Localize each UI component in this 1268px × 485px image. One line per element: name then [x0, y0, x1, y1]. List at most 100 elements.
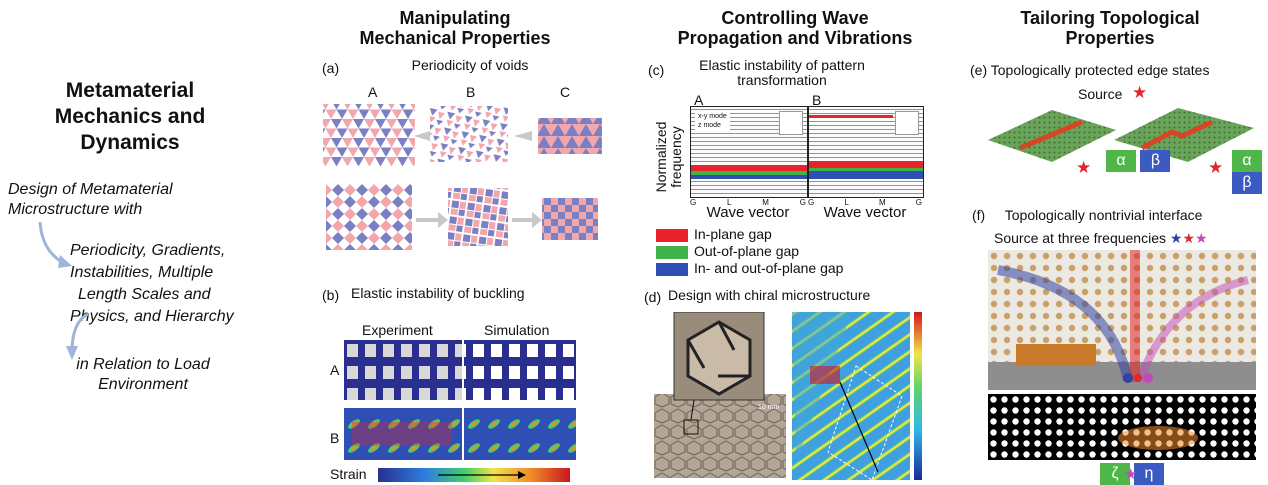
interface-simulation	[988, 394, 1256, 460]
interface-photo	[988, 250, 1256, 390]
star-blue: ★	[1169, 230, 1183, 246]
panel-e-title-row: (e) Topologically protected edge states	[970, 62, 1209, 78]
simulation-A	[464, 340, 576, 400]
col1-header-line1: Manipulating	[399, 8, 511, 28]
simulation-label: Simulation	[484, 322, 550, 338]
features-line3: Length Scales and	[78, 286, 211, 303]
arrow-ab-bottom-shaft	[416, 218, 438, 222]
tick-A-1: L	[727, 198, 732, 207]
tick-A-0: G	[690, 198, 697, 207]
panel-c-title: Elastic instability of pattern transform…	[672, 58, 892, 88]
panel-f-label: (f)	[972, 207, 986, 223]
plot-B-red-band	[809, 161, 923, 168]
curved-arrow-1	[38, 221, 63, 264]
main-title: Metamaterial Mechanics and Dynamics	[10, 78, 250, 156]
red-beam	[1130, 250, 1140, 382]
simulation-B	[464, 408, 576, 460]
legend-both-text: In- and out-of-plane gap	[694, 260, 844, 276]
tick-B-1: L	[844, 198, 849, 207]
arrow-bc-top	[514, 131, 532, 141]
source-three-label: Source at three frequencies	[994, 230, 1166, 246]
ylabel-line1: Normalized	[653, 121, 669, 193]
col2-header-line2: Propagation and Vibrations	[677, 28, 913, 48]
dispersion-plot-A: x-y mode z mode	[690, 106, 808, 198]
tick-A-3: G	[799, 198, 806, 207]
source-star-top: ★	[1132, 83, 1148, 102]
dot-red	[1134, 374, 1142, 382]
arrow-bc-bottom-head	[532, 212, 542, 228]
col2-header: Controlling Wave Propagation and Vibrati…	[640, 8, 950, 48]
experiment-A	[344, 340, 462, 400]
plot-B-blue-band	[809, 171, 923, 179]
panel-f-title-row: (f) Topologically nontrivial interface	[972, 207, 1202, 223]
features-line2: Instabilities, Multiple	[70, 264, 214, 281]
panel-a-label: (a)	[322, 60, 340, 76]
dot-blue	[1123, 373, 1133, 383]
panel-d-label: (d)	[644, 289, 662, 305]
main-title-line1: Metamaterial	[65, 79, 195, 102]
panel-c-label: (c)	[648, 62, 665, 78]
plot-A-label: A	[694, 92, 704, 108]
plot-B-label: B	[812, 92, 822, 108]
row-B-label: B	[330, 430, 340, 446]
chiral-zoom-line	[690, 399, 695, 421]
pattern-c-squares	[542, 198, 598, 240]
design-text: Design of Metamaterial Microstructure wi…	[8, 180, 258, 220]
legend-row-outplane: Out-of-plane gap	[656, 243, 843, 260]
tick-B-0: G	[808, 198, 815, 207]
alpha-beta-right: ★ α β	[1208, 150, 1268, 194]
dot-magenta	[1143, 373, 1153, 383]
col1-header-line2: Mechanical Properties	[359, 28, 551, 48]
design-line1: Design of Metamaterial	[8, 181, 173, 198]
beta-box-right: β	[1232, 172, 1262, 194]
ylabel: Normalized frequency	[652, 112, 684, 202]
panel-a-col-C: C	[560, 84, 571, 100]
experiment-label: Experiment	[362, 322, 433, 338]
main-title-line3: Dynamics	[80, 131, 180, 154]
legend-swatch-red	[656, 228, 688, 242]
panel-a-col-B: B	[466, 84, 476, 100]
source-three-row: Source at three frequencies ★★★	[994, 230, 1208, 247]
ticks-B: G L M G	[808, 198, 922, 207]
col1-header: Manipulating Mechanical Properties	[330, 8, 580, 48]
strain-colorbar	[378, 468, 570, 482]
legend-row-both: In- and out-of-plane gap	[656, 260, 843, 277]
tick-B-2: M	[878, 198, 886, 207]
source-label: Source	[1078, 86, 1123, 102]
copper-strip	[1016, 344, 1096, 366]
pattern-a-kagome	[323, 104, 415, 166]
legend-z: z mode	[698, 122, 721, 129]
gap-legend: In-plane gap Out-of-plane gap In- and ou…	[656, 226, 843, 277]
plot-B-inset	[895, 111, 919, 135]
arrow-bc-bottom-shaft	[512, 218, 532, 222]
simulation-lattice	[988, 394, 1256, 460]
star-left: ★	[1076, 158, 1092, 177]
sim-colorbar	[914, 312, 922, 480]
sim-hotspot	[1118, 426, 1198, 450]
col3-header-line1: Tailoring Topological	[1020, 8, 1200, 28]
relation-line1: in Relation to Load	[76, 356, 210, 373]
alpha-beta-left: ★ α β	[1076, 150, 1171, 177]
zeta-box: ζ	[1100, 463, 1130, 485]
magenta-beam	[1136, 276, 1249, 382]
star-right: ★	[1208, 158, 1224, 177]
experiment-B	[344, 408, 462, 460]
plate-right-edge-wave	[1140, 119, 1214, 151]
chiral-simulation	[792, 312, 922, 480]
legend-xy: x-y mode	[698, 113, 727, 120]
plate-left-edge-wave	[1019, 119, 1083, 151]
arrow-ab-top	[414, 131, 430, 141]
experiment-B-hot	[352, 422, 452, 446]
zeta-eta-star: ★	[1124, 466, 1138, 483]
curved-arrows	[38, 221, 89, 360]
arrow-ab-bottom-head	[438, 212, 448, 228]
plot-B-red-band-top	[809, 115, 893, 118]
panel-e-label: (e)	[970, 62, 988, 78]
panel-b-title: Elastic instability of buckling	[351, 285, 525, 301]
panel-b-label: (b)	[322, 287, 340, 303]
panel-c-title-line2: transformation	[737, 72, 827, 88]
col3-header-line2: Properties	[1065, 28, 1155, 48]
sim-source-blob	[810, 366, 840, 384]
sim-wedge	[792, 312, 852, 462]
row-A-label: A	[330, 362, 340, 378]
